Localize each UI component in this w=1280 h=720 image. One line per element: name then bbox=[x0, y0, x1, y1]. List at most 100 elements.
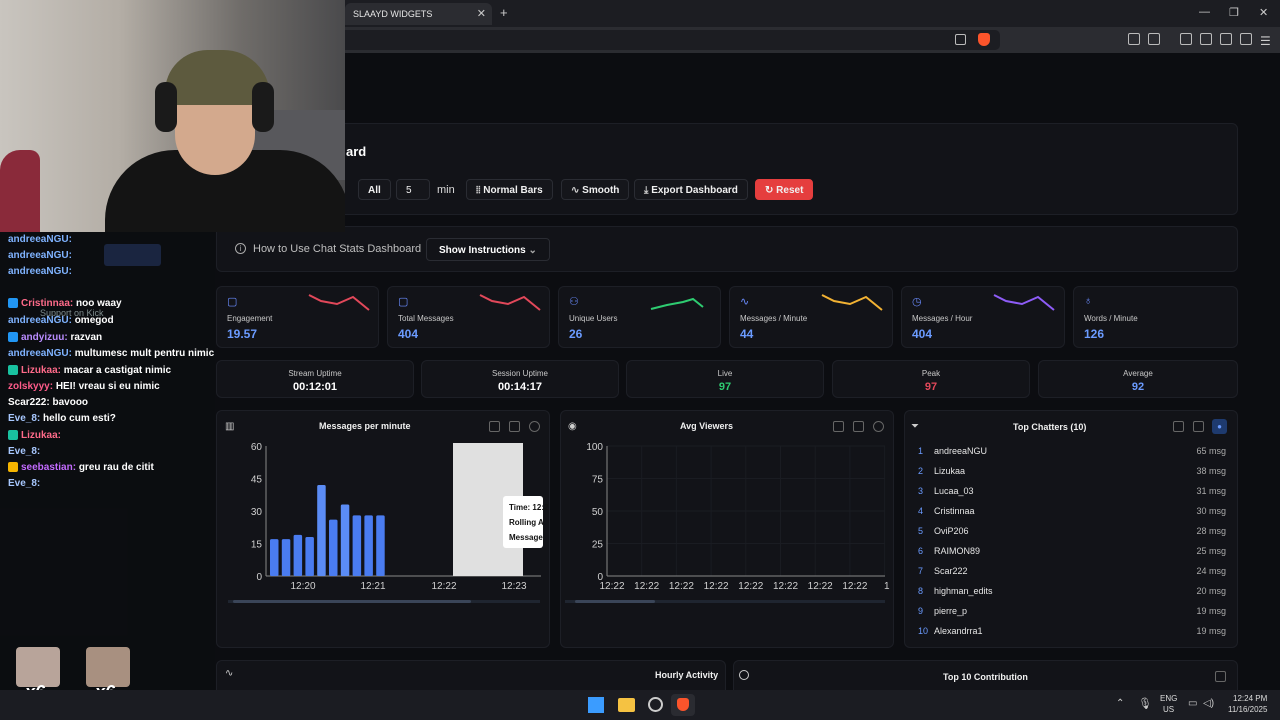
leo-icon[interactable] bbox=[1240, 33, 1252, 45]
close-window-button[interactable]: ✕ bbox=[1259, 7, 1269, 19]
bar[interactable] bbox=[352, 515, 362, 576]
volume-icon[interactable]: ◁) bbox=[1203, 698, 1215, 709]
sparkline bbox=[308, 294, 370, 311]
x-tick-label: 12:22 bbox=[738, 581, 763, 592]
share-icon[interactable] bbox=[955, 34, 966, 45]
top10-export-icon[interactable] bbox=[1215, 671, 1226, 682]
reset-label: Reset bbox=[776, 185, 804, 196]
brave-taskbar-button[interactable] bbox=[671, 694, 695, 716]
chat-username[interactable]: Lizukaa: bbox=[21, 430, 62, 441]
file-explorer-icon[interactable] bbox=[618, 698, 635, 712]
language-indicator[interactable]: ENG bbox=[1160, 694, 1178, 703]
chat-username[interactable]: andreeaNGU: bbox=[8, 234, 72, 245]
clock-time[interactable]: 12:24 PM bbox=[1233, 694, 1268, 703]
bar-chart-icon: ▥ bbox=[225, 421, 235, 432]
bar[interactable] bbox=[305, 537, 314, 576]
chat-username[interactable]: Lizukaa: bbox=[21, 365, 62, 376]
export-label: Export Dashboard bbox=[651, 185, 738, 196]
viewers-chart-panel bbox=[560, 410, 894, 648]
chatters-export-image-icon[interactable] bbox=[1193, 421, 1204, 432]
chat-message: Cristinnaa: noo waay bbox=[8, 298, 122, 309]
maximize-button[interactable]: ❐ bbox=[1229, 7, 1239, 19]
wallet-icon[interactable] bbox=[1148, 33, 1160, 45]
browser-tab[interactable]: SLAAYD WIDGETS ✕ bbox=[345, 3, 492, 25]
chat-username[interactable]: andreeaNGU: bbox=[8, 250, 72, 261]
tray-chevron-icon[interactable]: ⌃ bbox=[1116, 698, 1125, 709]
chat-username[interactable]: andreeaNGU: bbox=[8, 266, 72, 277]
chatter-row[interactable]: 10 Alexandrra1 19 msg bbox=[910, 626, 1230, 646]
sidebar-icon[interactable] bbox=[1200, 33, 1212, 45]
chat-username[interactable]: zolskyyy: bbox=[8, 381, 54, 392]
chat-username[interactable]: Cristinnaa: bbox=[21, 298, 74, 309]
search-icon[interactable]: ● bbox=[1212, 419, 1227, 434]
chat-username[interactable]: Eve_8: bbox=[8, 478, 41, 489]
bar[interactable] bbox=[340, 504, 350, 577]
all-button[interactable]: All bbox=[358, 179, 391, 200]
scrollbar-thumb[interactable] bbox=[575, 600, 655, 603]
bar[interactable] bbox=[376, 515, 385, 576]
viewers-export-image-icon[interactable] bbox=[853, 421, 864, 432]
bar[interactable] bbox=[293, 534, 303, 576]
chat-username[interactable]: andreeaNGU: bbox=[8, 348, 72, 359]
app-icon[interactable] bbox=[648, 697, 663, 712]
download-icon: ⤓ bbox=[644, 185, 652, 196]
chatter-row[interactable]: 5 OviP206 28 msg bbox=[910, 526, 1230, 546]
export-csv-icon[interactable] bbox=[489, 421, 500, 432]
chatter-row[interactable]: 8 highman_edits 20 msg bbox=[910, 586, 1230, 606]
normal-bars-button[interactable]: ⦙⦙ Normal Bars bbox=[466, 179, 553, 200]
show-instructions-button[interactable]: Show Instructions ⌄ bbox=[426, 238, 550, 261]
reset-button[interactable]: ↻ Reset bbox=[755, 179, 814, 200]
chatter-row[interactable]: 2 Lizukaa 38 msg bbox=[910, 466, 1230, 486]
network-icon[interactable]: ▭ bbox=[1188, 698, 1198, 709]
export-dashboard-button[interactable]: ⤓ Export Dashboard bbox=[634, 179, 748, 200]
sparkline bbox=[479, 294, 541, 311]
chatter-row[interactable]: 3 Lucaa_03 31 msg bbox=[910, 486, 1230, 506]
messages-chart-title: Messages per minute bbox=[319, 421, 411, 431]
bar[interactable] bbox=[317, 485, 326, 576]
viewers-settings-icon[interactable] bbox=[873, 421, 884, 432]
export-image-icon[interactable] bbox=[509, 421, 520, 432]
bar[interactable] bbox=[364, 515, 373, 576]
bar[interactable] bbox=[281, 539, 291, 576]
viewers-export-csv-icon[interactable] bbox=[833, 421, 844, 432]
filter-icon: ⏷ bbox=[911, 421, 919, 432]
brave-shield-icon[interactable] bbox=[978, 33, 990, 46]
chatter-row[interactable]: 4 Cristinnaa 30 msg bbox=[910, 506, 1230, 526]
chat-username[interactable]: andreeaNGU: bbox=[8, 315, 72, 326]
chatter-row[interactable]: 1 andreeaNGU 65 msg bbox=[910, 446, 1230, 466]
new-tab-button[interactable]: + bbox=[500, 5, 508, 20]
chatter-row[interactable]: 7 Scar222 24 msg bbox=[910, 566, 1230, 586]
menu-icon[interactable]: ☰ bbox=[1260, 34, 1271, 48]
chat-message: andreeaNGU: bbox=[8, 234, 72, 245]
y-tick-label: 30 bbox=[251, 507, 263, 518]
chatter-count: 19 msg bbox=[1196, 606, 1226, 616]
x-tick-label: 12:22 bbox=[669, 581, 694, 592]
chat-username[interactable]: Eve_8: bbox=[8, 413, 41, 424]
stat-value: 26 bbox=[569, 327, 583, 341]
settings-icon[interactable] bbox=[529, 421, 540, 432]
chatter-row[interactable]: 6 RAIMON89 25 msg bbox=[910, 546, 1230, 566]
minimize-button[interactable]: — bbox=[1199, 6, 1210, 18]
chatter-name: Cristinnaa bbox=[934, 506, 975, 516]
chat-username[interactable]: seebastian: bbox=[21, 462, 77, 473]
chat-username[interactable]: Scar222: bbox=[8, 397, 50, 408]
scrollbar-thumb[interactable] bbox=[233, 600, 471, 603]
vpn-icon[interactable] bbox=[1220, 33, 1232, 45]
uptime-value: 97 bbox=[924, 381, 938, 393]
chatters-export-csv-icon[interactable] bbox=[1173, 421, 1184, 432]
chat-username[interactable]: andyizuu: bbox=[21, 332, 68, 343]
bar[interactable] bbox=[329, 519, 338, 576]
url-field[interactable] bbox=[330, 30, 1000, 50]
x-tick-label: 12:23 bbox=[501, 581, 526, 592]
interval-input[interactable]: 5 bbox=[396, 179, 430, 200]
microphone-icon[interactable]: 🎙 bbox=[1138, 698, 1152, 710]
smooth-button[interactable]: ∿ Smooth bbox=[561, 179, 630, 200]
tab-close-icon[interactable]: ✕ bbox=[476, 8, 486, 20]
extensions-icon[interactable] bbox=[1128, 33, 1140, 45]
media-icon[interactable] bbox=[1180, 33, 1192, 45]
windows-start-icon[interactable] bbox=[588, 697, 604, 713]
chatter-row[interactable]: 9 pierre_p 19 msg bbox=[910, 606, 1230, 626]
chat-username[interactable]: Eve_8: bbox=[8, 446, 41, 457]
sparkline-line bbox=[479, 294, 541, 311]
bar[interactable] bbox=[270, 539, 279, 576]
